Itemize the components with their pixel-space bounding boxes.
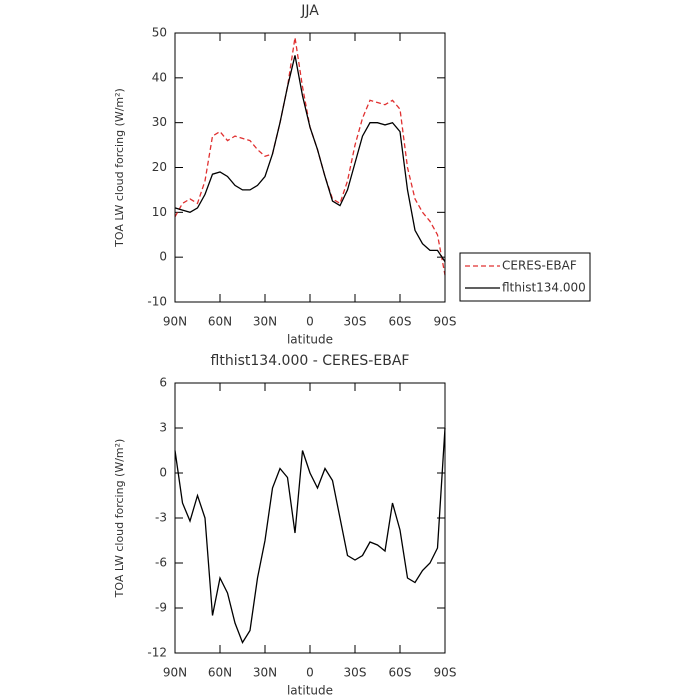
y-tick-label: 20 [152, 160, 167, 174]
y-tick-label: 40 [152, 70, 167, 84]
legend-box [459, 252, 591, 302]
x-axis-label: latitude [287, 684, 333, 698]
chart-title: JJA [300, 3, 319, 19]
x-tick-label: 30S [344, 666, 367, 680]
chart-title: flthist134.000 - CERES-EBAF [211, 353, 410, 369]
x-tick-label: 60S [389, 666, 412, 680]
data-line [174, 55, 446, 262]
y-tick-label: 0 [159, 466, 167, 480]
x-tick-label: 0 [306, 666, 314, 680]
legend-label: flthist134.000 [502, 281, 586, 295]
y-tick-label: 50 [152, 26, 167, 40]
y-tick-label: -9 [155, 601, 167, 615]
y-tick-label: 6 [159, 376, 167, 390]
plot-frame [174, 32, 446, 303]
y-tick-label: -6 [155, 556, 167, 570]
x-tick-label: 90S [434, 315, 457, 329]
y-axis-label: TOA LW cloud forcing (W/m²) [113, 439, 126, 599]
data-line [174, 427, 446, 644]
x-tick-label: 60N [208, 315, 232, 329]
x-tick-label: 60N [208, 666, 232, 680]
x-tick-label: 60S [389, 315, 412, 329]
x-tick-label: 90N [163, 666, 187, 680]
y-tick-label: 10 [152, 205, 167, 219]
x-tick-label: 30N [253, 666, 277, 680]
y-tick-label: 0 [159, 250, 167, 264]
x-tick-label: 90S [434, 666, 457, 680]
x-axis-label: latitude [287, 333, 333, 347]
y-tick-label: -10 [147, 295, 167, 309]
x-tick-label: 30N [253, 315, 277, 329]
y-axis-label: TOA LW cloud forcing (W/m²) [113, 88, 126, 248]
x-tick-label: 30S [344, 315, 367, 329]
y-tick-label: -12 [147, 646, 167, 660]
y-tick-label: 3 [159, 421, 167, 435]
x-tick-label: 0 [306, 315, 314, 329]
x-tick-label: 90N [163, 315, 187, 329]
y-tick-label: -3 [155, 511, 167, 525]
legend-label: CERES-EBAF [502, 259, 577, 273]
y-tick-label: 30 [152, 115, 167, 129]
plot-frame [174, 382, 446, 654]
data-line [174, 37, 446, 276]
